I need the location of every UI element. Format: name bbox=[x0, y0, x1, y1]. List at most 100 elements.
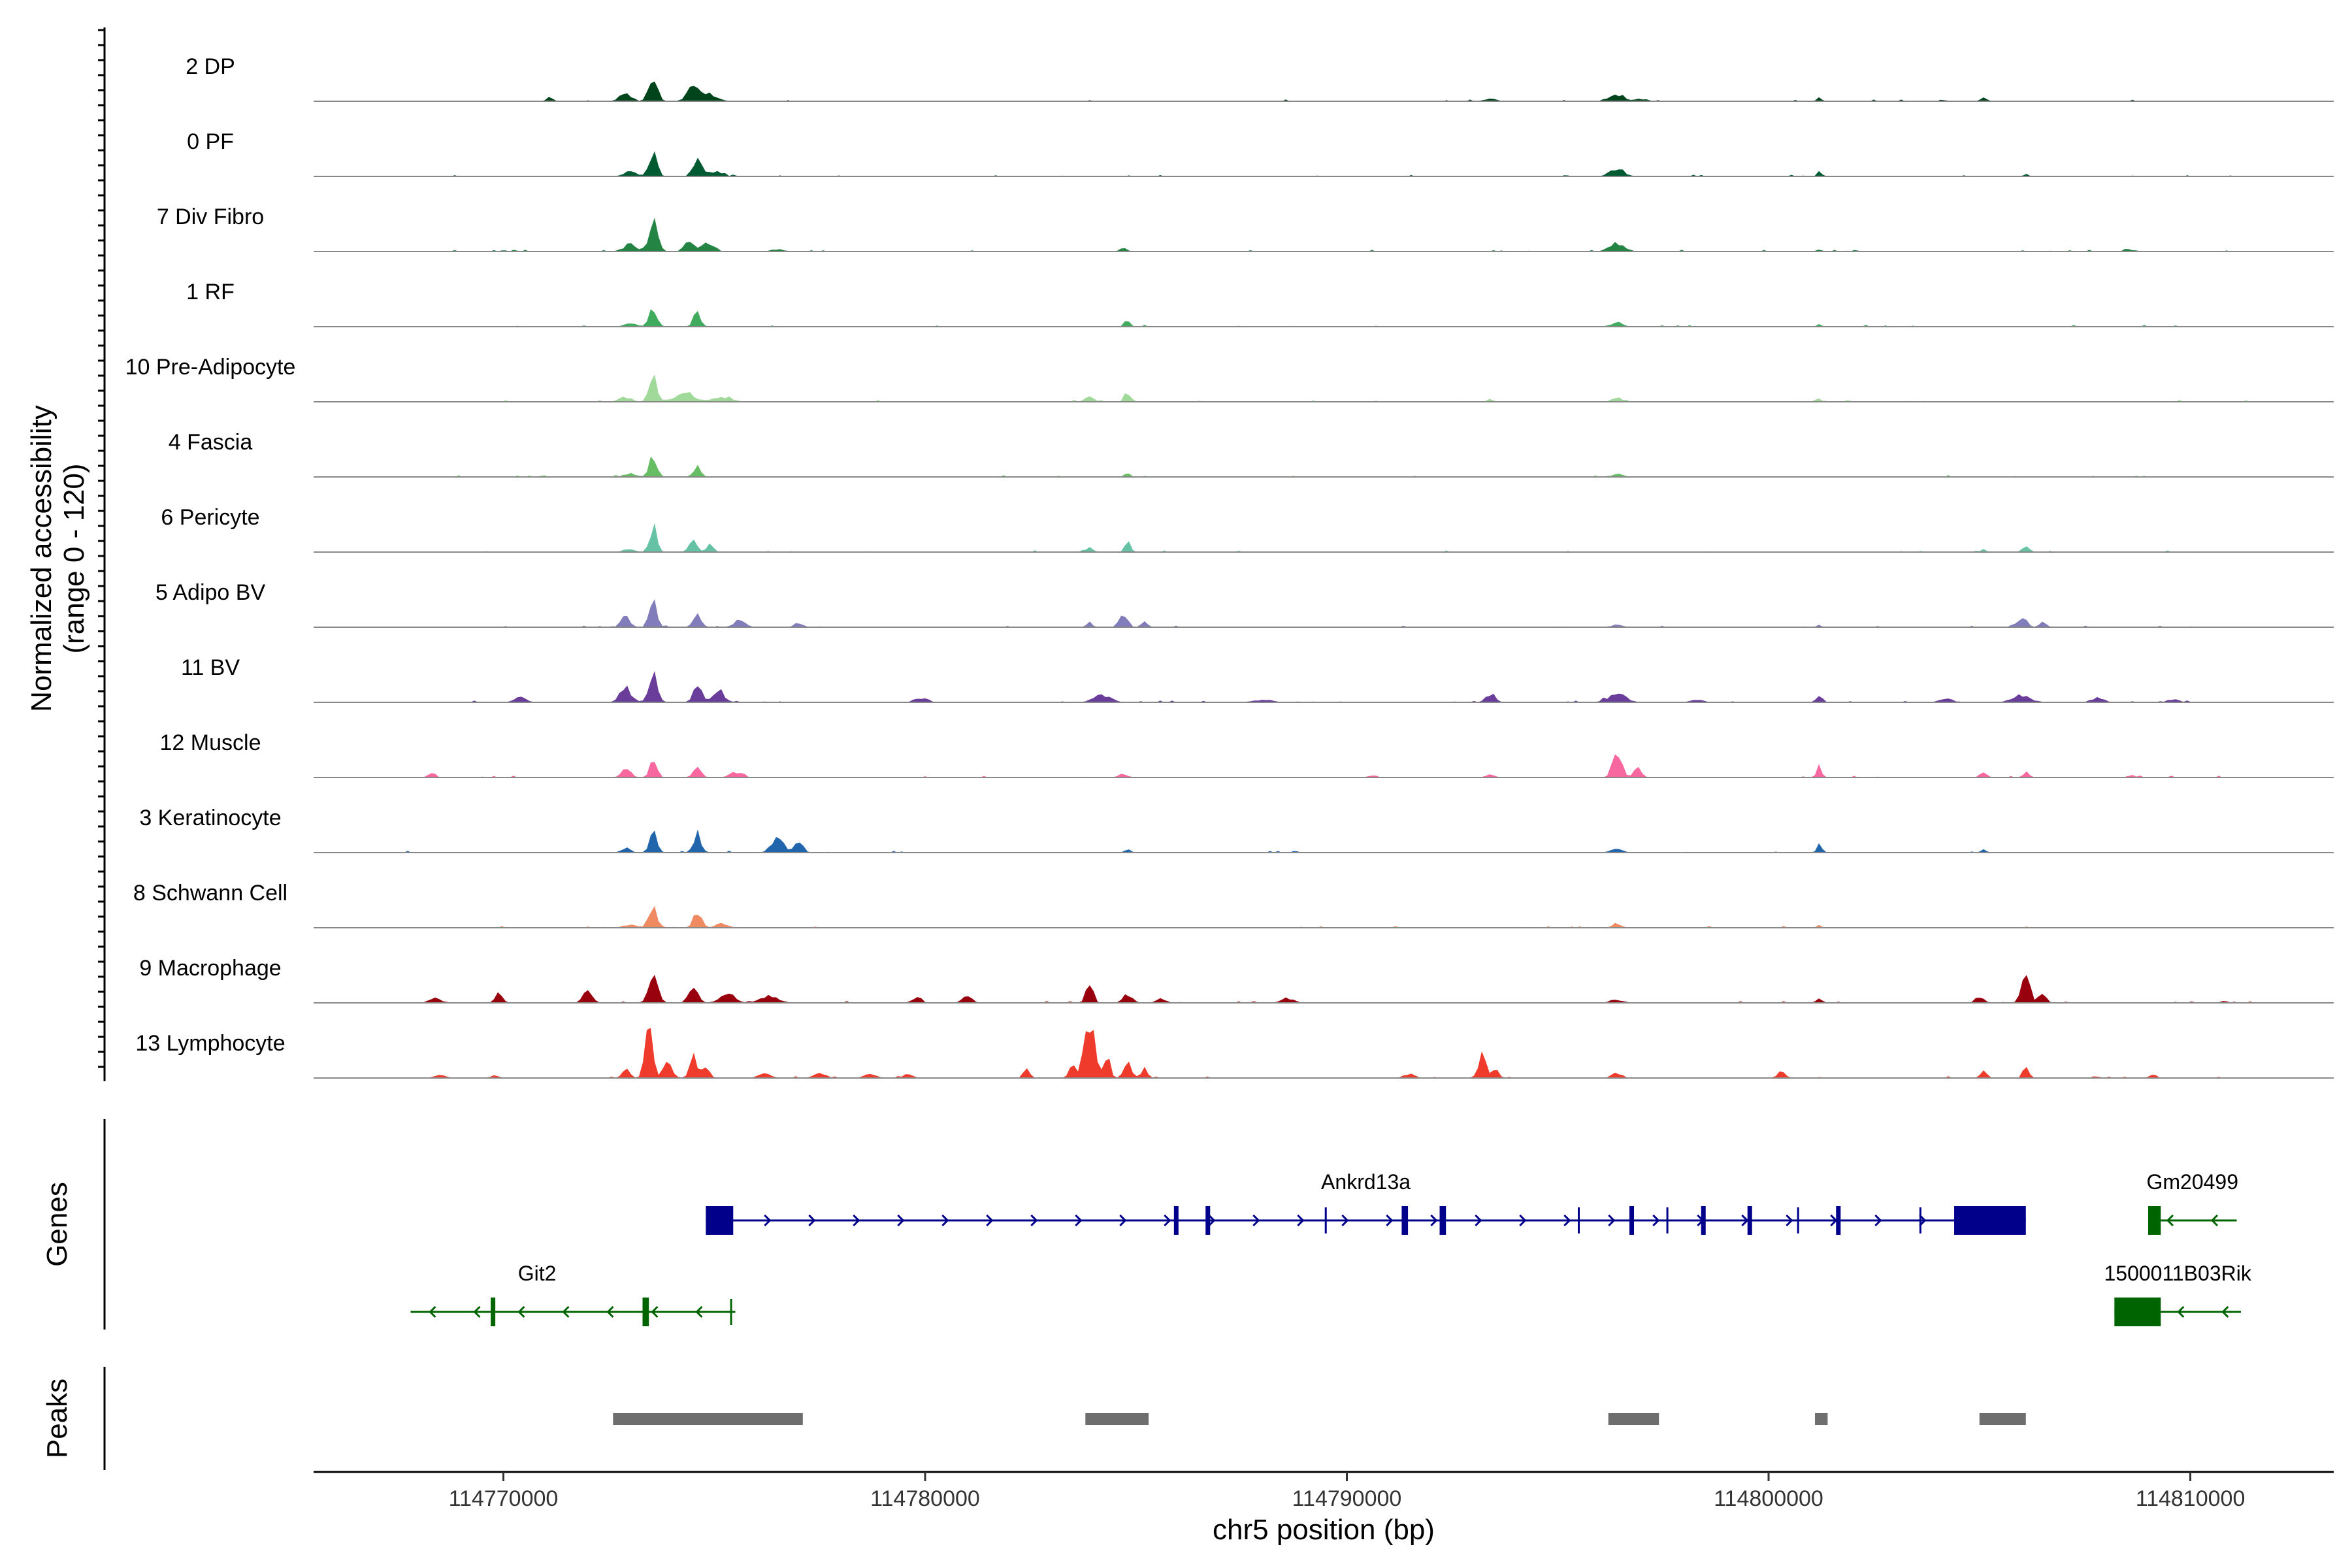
strand-arrow bbox=[1741, 1214, 1749, 1227]
track-11-bv: 11 BV bbox=[181, 655, 2334, 703]
track-label: 6 Pericyte bbox=[161, 505, 259, 530]
exon bbox=[1836, 1206, 1841, 1235]
strand-arrow bbox=[606, 1305, 614, 1318]
y-axis-ruler bbox=[98, 27, 106, 1081]
exon bbox=[1701, 1206, 1706, 1235]
track-label: 7 Div Fibro bbox=[157, 204, 264, 229]
x-axis-title: chr5 position (bp) bbox=[1213, 1514, 1435, 1546]
strand-arrow bbox=[1075, 1214, 1083, 1227]
exon bbox=[1629, 1206, 1634, 1235]
exon bbox=[1173, 1206, 1179, 1235]
gene-git2[interactable]: Git2 bbox=[410, 1262, 736, 1326]
track-label: 11 BV bbox=[181, 655, 240, 680]
strand-arrow bbox=[473, 1305, 481, 1318]
track-label: 4 Fascia bbox=[169, 430, 253, 455]
coverage-area bbox=[314, 1028, 2334, 1078]
exon bbox=[1954, 1206, 2026, 1235]
track-label: 2 DP bbox=[186, 54, 235, 79]
track-7-div-fibro: 7 Div Fibro bbox=[157, 204, 2334, 252]
exon bbox=[1205, 1206, 1211, 1235]
coverage-area bbox=[314, 151, 2334, 176]
strand-arrow bbox=[1652, 1214, 1660, 1227]
exon bbox=[642, 1298, 649, 1326]
peak-region bbox=[1608, 1413, 1659, 1425]
peak-region bbox=[1815, 1413, 1828, 1425]
strand-arrow bbox=[651, 1305, 659, 1318]
gene-annotations: Ankrd13a Git2 Gm20499 1500011B03Rik bbox=[410, 1170, 2252, 1326]
track-label: 10 Pre-Adipocyte bbox=[125, 355, 296, 380]
strand-arrow bbox=[897, 1214, 905, 1227]
strand-arrow bbox=[1297, 1214, 1305, 1227]
strand-arrow bbox=[2221, 1305, 2229, 1318]
peak-region bbox=[613, 1413, 803, 1425]
track-12-muscle: 12 Muscle bbox=[160, 730, 2334, 778]
x-tick-label: 114810000 bbox=[2136, 1486, 2246, 1511]
gene-1500011b03rik[interactable]: 1500011B03Rik bbox=[2104, 1262, 2252, 1326]
coverage-tracks: 2 DP 0 PF 7 Div Fibro 1 RF 10 Pre-Adipocyte 4… bbox=[125, 54, 2334, 1079]
track-9-macrophage: 9 Macrophage bbox=[139, 956, 2334, 1004]
strand-arrow bbox=[808, 1214, 816, 1227]
track-1-rf: 1 RF bbox=[186, 280, 2334, 327]
strand-arrow bbox=[1519, 1214, 1527, 1227]
track-label: 13 Lymphocyte bbox=[135, 1031, 285, 1056]
peak-region bbox=[1979, 1413, 2026, 1425]
strand-arrow bbox=[1208, 1214, 1216, 1227]
gene-label: Gm20499 bbox=[2146, 1170, 2238, 1194]
strand-arrow bbox=[1874, 1214, 1882, 1227]
track-10-pre-adipocyte: 10 Pre-Adipocyte bbox=[125, 355, 2334, 402]
gene-label: 1500011B03Rik bbox=[2104, 1262, 2251, 1285]
strand-arrow bbox=[941, 1214, 949, 1227]
x-tick-label: 114800000 bbox=[1714, 1486, 1823, 1511]
strand-arrow bbox=[1164, 1214, 1171, 1227]
track-label: 0 PF bbox=[187, 129, 234, 154]
track-label: 8 Schwann Cell bbox=[133, 881, 287, 906]
strand-arrow bbox=[986, 1214, 994, 1227]
strand-arrow bbox=[695, 1305, 703, 1318]
track-5-adipo-bv: 5 Adipo BV bbox=[155, 580, 2334, 628]
strand-arrow bbox=[853, 1214, 860, 1227]
coverage-area bbox=[314, 374, 2334, 402]
coverage-area bbox=[314, 906, 2334, 928]
strand-arrow bbox=[1786, 1214, 1793, 1227]
track-label: 1 RF bbox=[186, 280, 235, 304]
coverage-area bbox=[314, 309, 2334, 327]
coverage-area bbox=[314, 523, 2334, 552]
strand-arrow bbox=[1030, 1214, 1038, 1227]
peaks-panel-title: Peaks bbox=[41, 1379, 73, 1458]
strand-arrow bbox=[1430, 1214, 1438, 1227]
track-label: 12 Muscle bbox=[160, 730, 261, 755]
track-6-pericyte: 6 Pericyte bbox=[161, 505, 2334, 553]
track-4-fascia: 4 Fascia bbox=[169, 430, 2334, 478]
strand-arrow bbox=[429, 1305, 436, 1318]
gene-gm20499[interactable]: Gm20499 bbox=[2146, 1170, 2238, 1235]
coverage-area bbox=[314, 81, 2334, 101]
strand-arrow bbox=[1341, 1214, 1349, 1227]
exon bbox=[2148, 1206, 2161, 1235]
gene-ankrd13a[interactable]: Ankrd13a bbox=[706, 1170, 2026, 1235]
coverage-area bbox=[314, 829, 2334, 853]
track-3-keratinocyte: 3 Keratinocyte bbox=[139, 806, 2334, 853]
track-label: 5 Adipo BV bbox=[155, 580, 266, 605]
gene-label: Git2 bbox=[518, 1262, 557, 1285]
exon bbox=[706, 1206, 734, 1235]
exon bbox=[1401, 1206, 1409, 1235]
exon bbox=[491, 1298, 496, 1326]
exon bbox=[1747, 1206, 1752, 1235]
coverage-area bbox=[314, 456, 2334, 477]
strand-arrow bbox=[1919, 1214, 1927, 1227]
strand-arrow bbox=[517, 1305, 525, 1318]
strand-arrow bbox=[1563, 1214, 1571, 1227]
x-tick-label: 114790000 bbox=[1292, 1486, 1402, 1511]
gene-label: Ankrd13a bbox=[1321, 1170, 1411, 1194]
strand-arrow bbox=[1252, 1214, 1260, 1227]
genes-panel-title: Genes bbox=[41, 1182, 73, 1267]
exon bbox=[2114, 1298, 2161, 1326]
y-axis-title: Normalized accessibility bbox=[25, 405, 57, 711]
track-label: 3 Keratinocyte bbox=[139, 806, 281, 830]
coverage-area bbox=[314, 671, 2334, 702]
track-label: 9 Macrophage bbox=[139, 956, 281, 981]
coverage-area bbox=[314, 975, 2334, 1003]
coverage-area bbox=[314, 599, 2334, 627]
track-0-pf: 0 PF bbox=[187, 129, 2334, 177]
peak-region bbox=[1085, 1413, 1149, 1425]
